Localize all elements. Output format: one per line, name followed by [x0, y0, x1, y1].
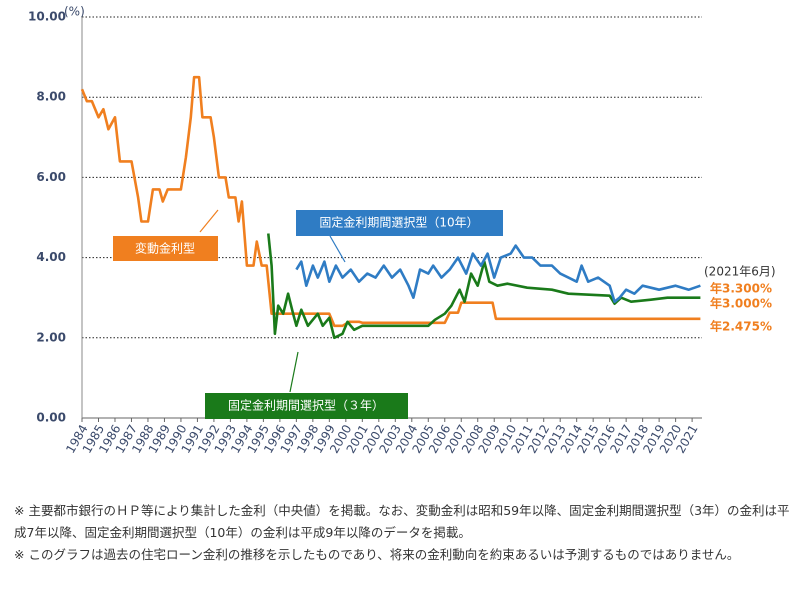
y-tick-label: 10.00	[28, 10, 66, 24]
series-line	[295, 244, 701, 303]
y-unit: (%)	[64, 5, 85, 19]
end-label: 年2.475%	[710, 319, 772, 334]
series-label: 固定金利期間選択型（３年）	[228, 398, 384, 413]
chart: (%) (2021年6月) 0.002.004.006.008.0010.001…	[28, 5, 776, 456]
callout-box	[205, 393, 408, 419]
series-line	[267, 233, 701, 340]
leader-line	[199, 209, 219, 233]
leader-line	[289, 351, 299, 393]
note: ※ このグラフは過去の住宅ローン金利の推移を示したものであり、将来の金利動向を約…	[14, 547, 740, 562]
series-line	[80, 75, 701, 328]
y-tick-label: 4.00	[36, 250, 66, 264]
end-label: 年3.000%	[710, 296, 772, 311]
y-tick-label: 6.00	[36, 170, 66, 184]
callout-box	[296, 210, 503, 236]
y-tick-label: 0.00	[36, 411, 66, 425]
series-label: 固定金利期間選択型（10年）	[319, 215, 478, 230]
y-tick-label: 8.00	[36, 90, 66, 104]
callout-box	[113, 236, 218, 261]
notes: ※ 主要都市銀行のＨＰ等により集計した金利（中央値）を掲載。なお、変動金利は昭和…	[14, 500, 794, 566]
series-label: 変動金利型	[135, 241, 195, 256]
callouts: 変動金利型 固定金利期間選択型（10年） 固定金利期間選択型（３年）	[113, 209, 503, 419]
end-date: (2021年6月)	[704, 265, 776, 279]
end-label: 年3.300%	[710, 281, 772, 296]
note: ※ 主要都市銀行のＨＰ等により集計した金利（中央値）を掲載。なお、変動金利は昭和…	[14, 503, 790, 540]
y-tick-label: 2.00	[36, 330, 66, 344]
leader-line	[329, 235, 346, 263]
